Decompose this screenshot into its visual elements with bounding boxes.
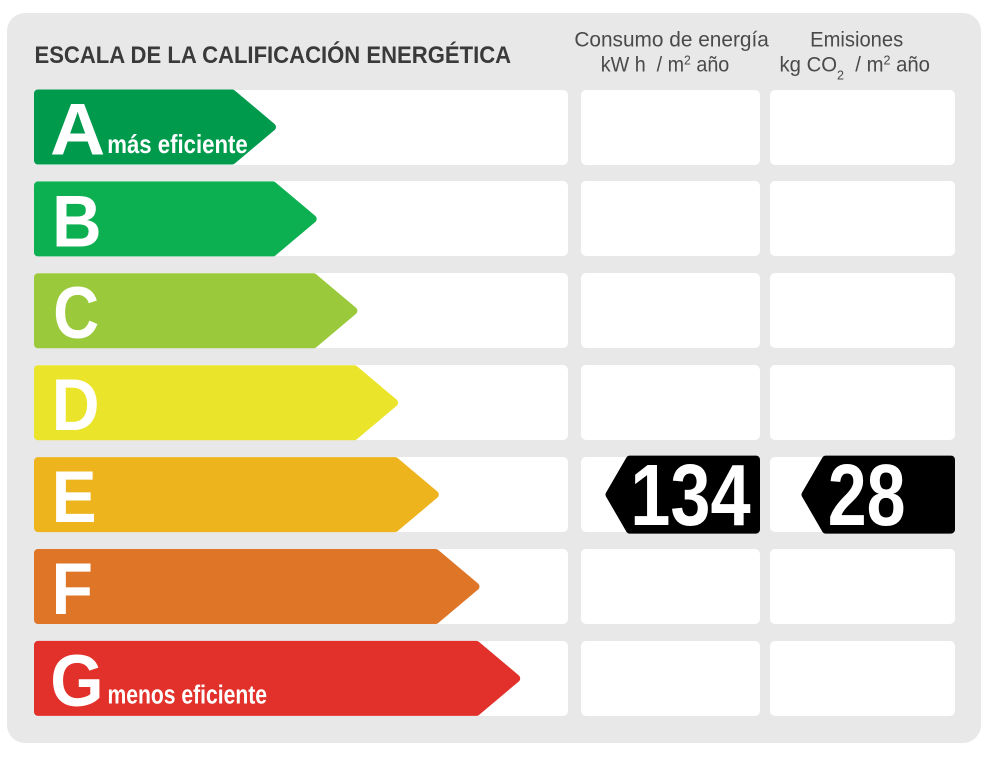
svg-text:C: C	[53, 273, 99, 354]
svg-text:28: 28	[828, 447, 906, 544]
svg-text:134: 134	[630, 446, 751, 543]
svg-text:menos eficiente: menos eficiente	[107, 682, 267, 711]
svg-text:kW h / m2 año: kW h / m2 año	[601, 53, 730, 76]
svg-text:E: E	[52, 456, 97, 538]
svg-text:G: G	[50, 641, 103, 722]
svg-text:Consumo de energía: Consumo de energía	[574, 28, 769, 51]
svg-text:F: F	[52, 548, 94, 630]
svg-text:Emisiones: Emisiones	[810, 28, 903, 51]
svg-text:ESCALA DE LA CALIFICACIÓN ENER: ESCALA DE LA CALIFICACIÓN ENERGÉTICA	[34, 40, 511, 68]
svg-text:D: D	[52, 364, 100, 446]
svg-text:B: B	[52, 181, 102, 262]
svg-text:A: A	[50, 88, 105, 170]
svg-text:kg CO2 / m2 año: kg CO2 / m2 año	[780, 52, 930, 82]
svg-text:más eficiente: más eficiente	[107, 130, 247, 159]
